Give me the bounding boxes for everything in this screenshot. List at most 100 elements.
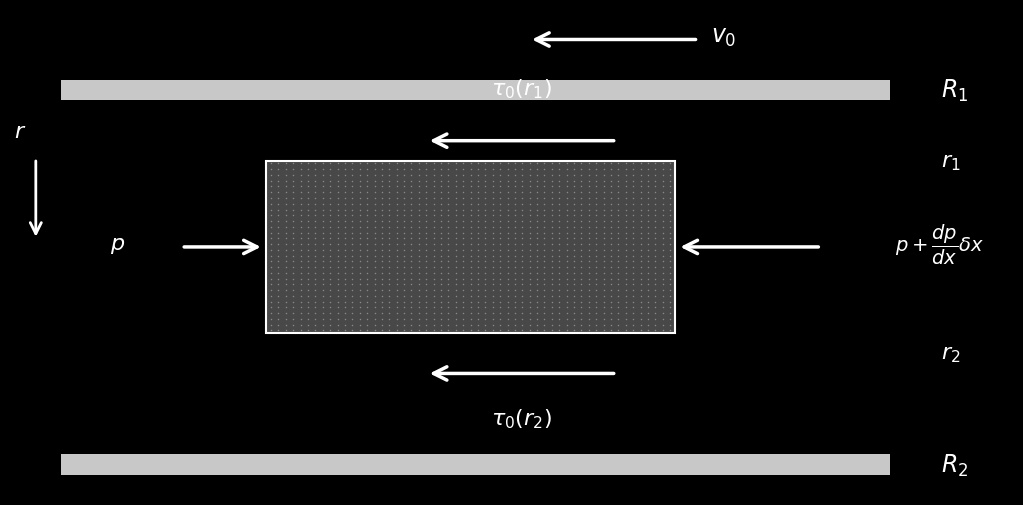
Point <box>366 194 383 203</box>
Point <box>610 200 626 209</box>
Point <box>551 315 568 323</box>
Point <box>588 206 605 214</box>
Point <box>662 235 678 243</box>
Point <box>455 189 472 197</box>
Point <box>329 292 346 300</box>
Point <box>662 223 678 231</box>
Point <box>366 172 383 180</box>
Point <box>322 275 339 283</box>
Point <box>285 206 302 214</box>
Point <box>389 183 405 191</box>
Point <box>300 166 316 174</box>
Point <box>648 212 664 220</box>
Point <box>359 252 375 260</box>
Point <box>515 235 531 243</box>
Point <box>373 310 390 318</box>
Point <box>382 269 398 277</box>
Point <box>373 229 390 237</box>
Point <box>566 315 582 323</box>
Point <box>648 218 664 226</box>
Point <box>418 223 435 231</box>
Point <box>455 264 472 272</box>
Point <box>625 321 641 329</box>
Point <box>300 264 316 272</box>
Point <box>529 298 545 306</box>
Point <box>551 160 568 168</box>
Point <box>382 304 398 312</box>
Point <box>373 264 390 272</box>
Point <box>448 218 464 226</box>
Point <box>315 177 331 185</box>
Point <box>359 189 375 197</box>
Point <box>389 281 405 289</box>
Point <box>499 298 516 306</box>
Point <box>639 235 656 243</box>
Point <box>322 315 339 323</box>
Point <box>551 258 568 266</box>
Point <box>315 258 331 266</box>
Point <box>352 315 368 323</box>
Point <box>529 275 545 283</box>
Point <box>603 218 619 226</box>
Point <box>270 177 286 185</box>
Point <box>382 281 398 289</box>
Point <box>277 223 294 231</box>
Point <box>359 200 375 209</box>
Point <box>492 286 508 294</box>
Point <box>300 223 316 231</box>
Point <box>455 321 472 329</box>
Point <box>337 258 353 266</box>
Point <box>396 315 412 323</box>
Point <box>515 310 531 318</box>
Point <box>277 327 294 335</box>
Point <box>389 275 405 283</box>
Point <box>515 177 531 185</box>
Point <box>433 206 449 214</box>
Point <box>639 246 656 255</box>
Point <box>410 172 427 180</box>
Point <box>551 206 568 214</box>
Point <box>344 292 360 300</box>
Point <box>462 246 479 255</box>
Point <box>655 240 671 248</box>
Point <box>418 194 435 203</box>
Point <box>581 310 597 318</box>
Point <box>536 246 552 255</box>
Point <box>329 304 346 312</box>
Point <box>470 269 486 277</box>
Point <box>581 235 597 243</box>
Point <box>595 281 612 289</box>
Point <box>492 212 508 220</box>
Point <box>344 177 360 185</box>
Point <box>485 206 501 214</box>
Point <box>618 315 634 323</box>
Point <box>499 327 516 335</box>
Point <box>632 264 649 272</box>
Point <box>337 177 353 185</box>
Point <box>418 258 435 266</box>
Point <box>522 172 538 180</box>
Point <box>403 269 419 277</box>
Point <box>485 252 501 260</box>
Point <box>277 286 294 294</box>
Point <box>477 264 493 272</box>
Point <box>543 327 560 335</box>
Point <box>603 252 619 260</box>
Point <box>588 218 605 226</box>
Point <box>610 292 626 300</box>
Point <box>352 229 368 237</box>
Point <box>396 183 412 191</box>
Point <box>573 229 589 237</box>
Point <box>543 275 560 283</box>
Point <box>366 298 383 306</box>
Point <box>470 160 486 168</box>
Point <box>440 281 456 289</box>
Point <box>403 321 419 329</box>
Point <box>352 206 368 214</box>
Point <box>655 321 671 329</box>
Point <box>573 310 589 318</box>
Point <box>382 183 398 191</box>
Point <box>396 212 412 220</box>
Point <box>410 206 427 214</box>
Text: $r_1$: $r_1$ <box>941 150 961 173</box>
